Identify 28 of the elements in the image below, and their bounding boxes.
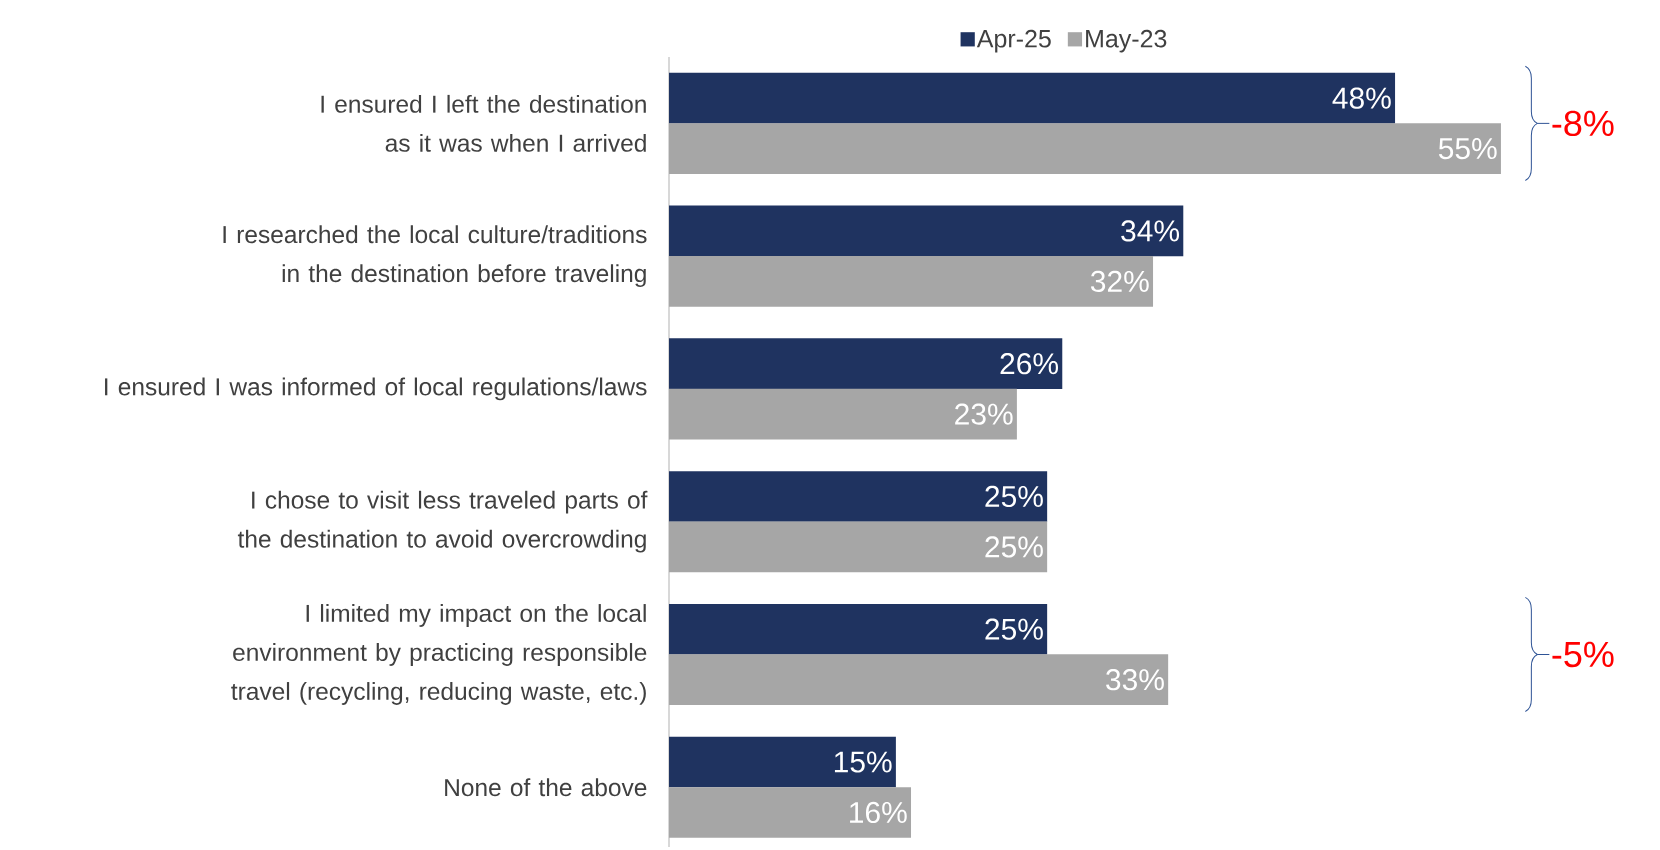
bar: [669, 72, 1396, 124]
y-tick-label: None of the above: [445, 778, 647, 797]
data-label: 48%: [1332, 87, 1391, 109]
y-tick-label: I researched the local culture/traditions in the destination before traveling: [223, 225, 647, 288]
data-label: 15%: [834, 751, 892, 773]
bar: [669, 736, 896, 788]
data-label: 26%: [1000, 353, 1058, 375]
y-tick-label: I chose to visit less traveled parts of the destination to avoid overcrowding: [237, 490, 648, 553]
y-tick-label: I limited my impact on the local environment by practicing responsible travel (recycling, reducing waste, etc.): [231, 604, 647, 705]
text: -8%: [1552, 110, 1614, 137]
data-label: 32%: [1090, 270, 1149, 293]
y-tick-label: I ensured I left the destination as it was when I arrived: [321, 94, 646, 152]
data-label: 55%: [1438, 138, 1497, 160]
data-label: 25%: [985, 618, 1043, 640]
text: -5%: [1552, 641, 1614, 668]
data-label: 25%: [985, 536, 1043, 558]
bar: [669, 603, 1048, 655]
data-label: 16%: [850, 801, 907, 824]
legend-label: Apr-25: [976, 29, 1051, 53]
data-label: 25%: [985, 485, 1043, 508]
bar: [669, 205, 1184, 257]
data-label: 34%: [1121, 220, 1180, 242]
data-label: 23%: [955, 403, 1013, 425]
y-tick-label: I ensured I was informed of local regulations/laws: [105, 377, 647, 401]
data-label: 33%: [1106, 669, 1164, 691]
legend-label: May-23: [1086, 29, 1167, 53]
bar: [669, 471, 1048, 522]
bar: [669, 338, 1063, 390]
